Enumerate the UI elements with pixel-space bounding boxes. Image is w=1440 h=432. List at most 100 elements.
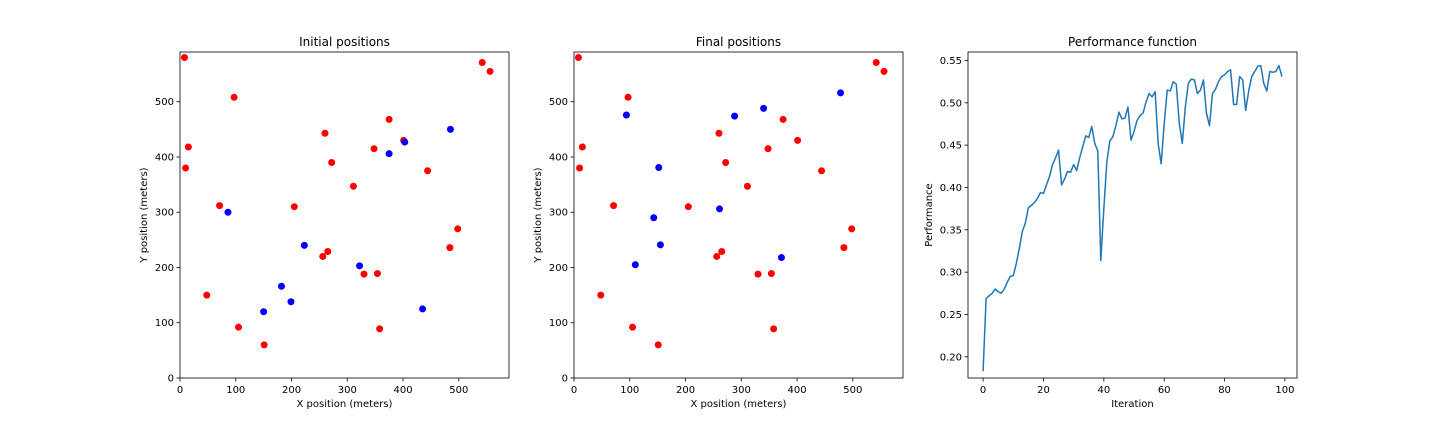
data-point	[328, 159, 336, 167]
x-tick-label: 500	[449, 385, 468, 396]
y-tick-label: 0.50	[940, 98, 962, 109]
data-point	[360, 270, 368, 278]
y-tick-label: 0.45	[940, 141, 962, 152]
y-tick-label: 400	[155, 152, 174, 163]
data-point	[743, 182, 751, 190]
data-point	[230, 93, 238, 101]
y-tick-label: 0.40	[940, 183, 962, 194]
axes-frame	[573, 51, 904, 379]
x-tick-label: 400	[394, 385, 413, 396]
x-tick-label: 200	[676, 385, 695, 396]
chart-title: Performance function	[1068, 35, 1197, 49]
y-tick-label: 100	[155, 318, 174, 329]
data-point	[731, 112, 739, 120]
x-axis-label: Iteration	[1111, 399, 1153, 410]
data-point	[767, 270, 775, 278]
x-tick-label: 40	[1097, 385, 1110, 396]
data-point	[349, 182, 357, 190]
data-point	[848, 225, 856, 233]
data-point	[385, 150, 393, 158]
x-tick-label: 500	[843, 385, 862, 396]
y-tick-label: 0.20	[940, 352, 962, 363]
plots-container: 0 100 200 300 400 5000100200300400500Initial …	[139, 35, 1298, 410]
data-point	[610, 202, 618, 210]
data-point	[235, 323, 243, 331]
y-tick-label: 0	[562, 374, 568, 385]
data-point	[356, 262, 364, 270]
x-tick-label: 100	[620, 385, 639, 396]
data-point	[486, 67, 494, 75]
data-point	[840, 244, 848, 252]
data-point	[385, 115, 393, 123]
chart-title: Final positions	[696, 35, 781, 49]
y-tick-label: 300	[549, 208, 568, 219]
y-tick-label: 200	[549, 263, 568, 274]
x-tick-label: 200	[282, 385, 301, 396]
data-point	[770, 325, 778, 333]
x-tick-label: 60	[1158, 385, 1171, 396]
y-tick-label: 200	[155, 263, 174, 274]
y-axis-label: Y position (meters)	[139, 167, 150, 263]
y-axis-label: Y position (meters)	[533, 167, 544, 263]
y-tick-label: 400	[549, 152, 568, 163]
data-point	[216, 202, 224, 210]
data-point	[779, 115, 787, 123]
data-point	[180, 54, 188, 62]
x-axis-label: X position (meters)	[691, 399, 787, 410]
data-point	[324, 247, 332, 255]
data-point	[478, 58, 486, 66]
data-point	[597, 291, 605, 299]
data-point	[622, 111, 630, 119]
y-axis-label: Performance	[924, 183, 935, 246]
performance-line	[982, 64, 1283, 372]
x-tick-label: 100	[226, 385, 245, 396]
data-point	[629, 323, 637, 331]
data-point	[722, 159, 730, 167]
data-point	[872, 58, 880, 66]
y-tick-label: 0.30	[940, 268, 962, 279]
data-point	[715, 129, 723, 137]
data-point	[321, 129, 329, 137]
y-tick-label: 0.35	[940, 225, 962, 236]
data-point	[454, 225, 462, 233]
data-point	[713, 252, 721, 260]
data-point	[655, 163, 663, 171]
data-point	[574, 54, 582, 62]
x-tick-label: 20	[1037, 385, 1050, 396]
data-point	[419, 305, 427, 313]
y-tick-label: 0.55	[940, 56, 962, 67]
data-point	[290, 203, 298, 211]
data-point	[203, 291, 211, 299]
data-point	[794, 136, 802, 144]
data-point	[818, 167, 826, 175]
data-point	[576, 164, 584, 172]
axes-frame	[179, 51, 510, 379]
data-point	[880, 67, 888, 75]
y-tick-label: 500	[549, 97, 568, 108]
y-tick-label: 0	[168, 374, 174, 385]
data-point	[319, 252, 327, 260]
chart-title: Initial positions	[299, 35, 390, 49]
x-tick-label: 0	[980, 385, 986, 396]
x-tick-label: 300	[732, 385, 751, 396]
data-point	[718, 247, 726, 255]
data-point	[837, 89, 845, 97]
data-point	[287, 298, 295, 306]
data-point	[578, 143, 586, 151]
data-point	[631, 261, 639, 269]
data-point	[760, 104, 768, 112]
data-point	[650, 214, 658, 222]
data-point	[277, 282, 285, 290]
data-point	[182, 164, 190, 172]
data-point	[260, 308, 268, 316]
data-point	[656, 241, 664, 249]
data-point	[764, 145, 772, 153]
data-point	[300, 241, 308, 249]
data-point	[716, 205, 724, 213]
data-point	[624, 93, 632, 101]
y-tick-label: 300	[155, 208, 174, 219]
data-point	[376, 325, 384, 333]
data-point	[777, 254, 785, 262]
y-tick-label: 0.25	[940, 310, 962, 321]
